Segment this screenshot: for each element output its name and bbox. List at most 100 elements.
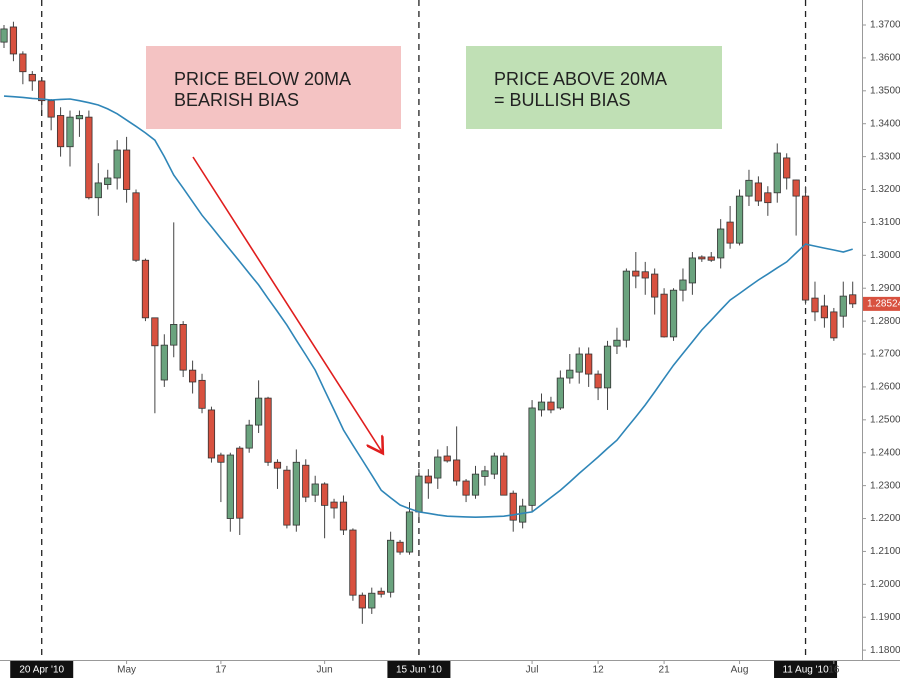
candle-body — [122, 149, 131, 190]
annotation-box — [466, 46, 722, 129]
candle-body — [132, 192, 140, 261]
candle-body — [179, 324, 187, 371]
candle-body — [66, 116, 74, 148]
candle-body — [434, 456, 442, 479]
candle-body — [490, 455, 498, 475]
candle-body — [632, 270, 640, 277]
annotation-text: BEARISH BIAS — [174, 90, 299, 110]
candle-body — [462, 480, 470, 496]
candle-body — [19, 53, 27, 73]
candle-body — [0, 28, 8, 43]
y-tick-label: 1.23000 — [870, 480, 900, 491]
candle-body — [688, 257, 696, 284]
y-tick-label: 1.36000 — [870, 53, 900, 64]
y-tick-label: 1.21000 — [870, 546, 900, 557]
y-tick-label: 1.31000 — [870, 217, 900, 228]
candle-body — [820, 305, 829, 319]
candle-body — [698, 256, 706, 260]
candle-body — [377, 590, 385, 595]
candle-body — [801, 195, 810, 301]
x-tick-label: May — [117, 665, 136, 676]
x-tick-label: 11 Aug '10 — [782, 665, 829, 676]
y-tick-label: 1.19000 — [870, 612, 900, 623]
candle-body — [151, 317, 159, 347]
candle-body — [481, 470, 489, 477]
candle-body — [47, 100, 55, 118]
y-tick-label: 1.32000 — [870, 184, 900, 195]
y-tick-label: 1.35000 — [870, 85, 900, 96]
last-price-box — [863, 296, 900, 311]
candle-body — [236, 447, 244, 519]
x-tick-label: 21 — [659, 665, 671, 676]
candle-body — [443, 455, 451, 462]
candle-body — [349, 529, 357, 596]
candle-body — [405, 511, 414, 553]
candle-body — [537, 401, 546, 411]
candle-body — [85, 116, 93, 199]
candle-body — [839, 295, 847, 317]
annotation-box — [146, 46, 401, 129]
candle-body — [556, 377, 564, 409]
candle-body — [226, 454, 234, 519]
candle-body — [585, 353, 593, 375]
candle-body — [255, 397, 263, 426]
moving-average — [3, 95, 853, 519]
candle-body — [104, 177, 112, 185]
candle-body — [94, 182, 102, 199]
x-tick-highlight — [387, 661, 451, 678]
x-tick-highlight — [774, 661, 838, 678]
annotation-text: = BULLISH BIAS — [494, 90, 631, 110]
y-tick-label: 1.22000 — [870, 513, 900, 524]
candle-body — [75, 115, 84, 120]
annotation-text: PRICE ABOVE 20MA — [494, 69, 667, 89]
candle-body — [622, 270, 630, 341]
candle-body — [471, 473, 480, 496]
candle-body — [217, 454, 225, 463]
candle-body — [302, 464, 310, 498]
candle-body — [339, 501, 348, 531]
trend-arrow — [192, 156, 382, 452]
annotation-text: PRICE BELOW 20MA — [174, 69, 351, 89]
candle-body — [38, 80, 46, 102]
y-tick-label: 1.33000 — [870, 151, 900, 162]
candle-body — [509, 492, 517, 521]
candle-body — [396, 541, 404, 553]
candle-body — [745, 179, 753, 197]
candle-body — [594, 373, 602, 389]
y-tick-label: 1.20000 — [870, 579, 900, 590]
candle-body — [792, 179, 800, 197]
candle-body — [783, 157, 791, 179]
candle-body — [28, 73, 36, 82]
candle-body — [717, 228, 725, 259]
candle-body — [113, 149, 121, 179]
candle-body — [500, 455, 508, 496]
candle-body — [613, 339, 621, 347]
candle-body — [160, 344, 168, 381]
y-tick-label: 1.28000 — [870, 316, 900, 327]
candle-body — [849, 294, 857, 305]
x-tick-label: Jun — [317, 665, 333, 676]
candle-body — [566, 369, 574, 379]
candle-body — [387, 539, 395, 593]
candle-body — [811, 297, 819, 313]
candle-body — [707, 256, 715, 261]
candle-body — [679, 279, 687, 291]
candle-body — [330, 501, 338, 509]
x-tick-label: 15 Jun '10 — [396, 665, 442, 676]
candle-body — [669, 289, 678, 338]
candle-body — [264, 397, 272, 463]
candle-body — [453, 459, 461, 482]
x-tick-label: 16 — [828, 665, 840, 676]
candle-body — [358, 594, 366, 609]
candle-body — [273, 461, 282, 469]
candle-body — [292, 461, 300, 526]
candle-body — [368, 592, 376, 609]
y-tick-label: 1.30000 — [870, 250, 900, 261]
x-tick-highlight — [10, 661, 74, 678]
y-tick-label: 1.37000 — [870, 20, 900, 31]
candle-body — [547, 401, 555, 411]
candle-body — [170, 324, 178, 346]
x-tick-label: 12 — [593, 665, 605, 676]
candle-body — [311, 483, 319, 496]
